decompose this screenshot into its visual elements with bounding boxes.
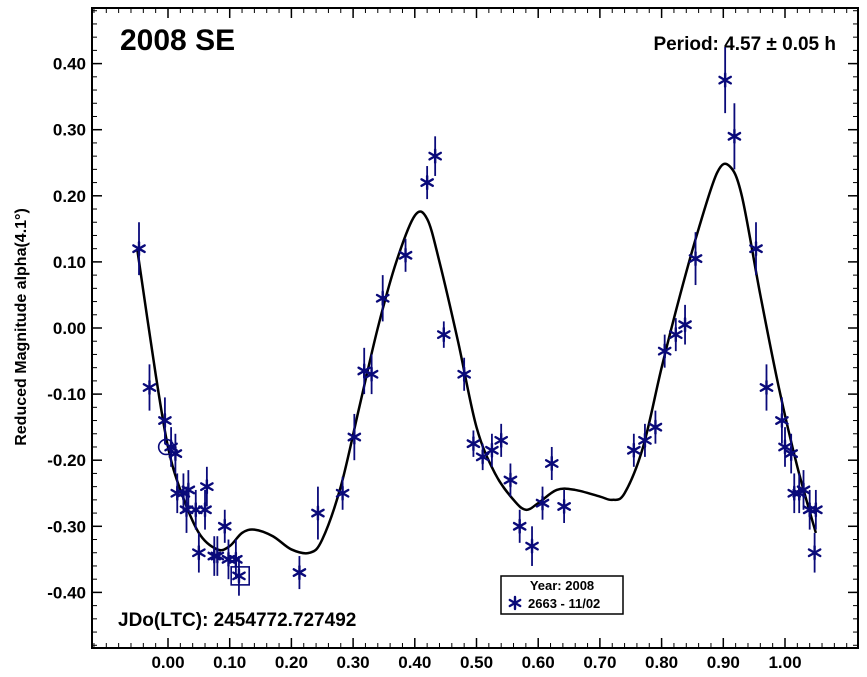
y-tick-label: 0.40 [53, 55, 86, 74]
data-point [808, 502, 823, 518]
period-label: Period: 4.57 ± 0.05 h [653, 34, 836, 55]
x-tick-label: 0.20 [275, 653, 308, 672]
special-markers-layer [157, 438, 250, 586]
data-point [398, 247, 413, 263]
fit-curve-layer [135, 162, 818, 555]
y-tick-label: -0.30 [47, 517, 86, 536]
data-point [292, 564, 307, 581]
data-point [503, 472, 518, 488]
data-point [217, 518, 232, 534]
data-point [428, 148, 443, 164]
y-tick-label: -0.10 [47, 385, 86, 404]
y-tick-label: 0.00 [53, 319, 86, 338]
data-point [158, 412, 172, 429]
data-point [638, 432, 652, 449]
y-tick-label: -0.20 [47, 451, 86, 470]
legend-box [500, 575, 624, 615]
data-point [759, 379, 774, 396]
legend-title: Year: 2008 [530, 578, 594, 593]
data-point [191, 545, 206, 561]
x-tick-label: 0.40 [398, 653, 431, 672]
data-points-layer [132, 47, 823, 596]
data-point [544, 455, 559, 472]
data-point [132, 240, 146, 257]
data-point [364, 366, 379, 382]
data-point [210, 548, 225, 564]
data-point [657, 343, 672, 359]
legend-asterisk [508, 595, 522, 611]
data-point [688, 250, 703, 267]
x-tick-label: 0.80 [645, 653, 678, 672]
data-point [784, 445, 799, 462]
legend-entry-label: 2663 - 11/02 [528, 596, 600, 611]
data-point [198, 502, 212, 518]
x-tick-label: 0.10 [213, 653, 246, 672]
data-point [749, 240, 763, 257]
y-tick-label: 0.30 [53, 121, 86, 140]
x-tick-label: 0.00 [151, 653, 184, 672]
data-point [475, 449, 490, 465]
data-point [775, 412, 789, 429]
data-point [494, 432, 509, 449]
data-point [796, 482, 811, 498]
data-point [668, 326, 683, 343]
data-point [678, 316, 692, 333]
x-tick-label: 0.60 [522, 653, 555, 672]
data-point [200, 478, 214, 495]
y-axis-label: Reduced Magnitude alpha(4.1°) [13, 208, 30, 446]
data-point [535, 495, 550, 511]
legend-marker-asterisk-icon [508, 595, 522, 611]
x-tick-label: 0.30 [337, 653, 370, 672]
data-point [485, 442, 499, 458]
y-tick-labels: -0.40 -0.30 -0.20 -0.10 0.00 0.10 0.20 0.30 0.40 [47, 55, 86, 603]
data-point [457, 366, 472, 382]
x-tick-labels: 0.00 0.10 0.20 0.30 0.40 0.50 0.60 0.70 0.80 0.90… [151, 653, 801, 672]
data-point [648, 419, 663, 435]
data-point [181, 482, 196, 498]
plot-frame [91, 7, 859, 649]
y-tick-label: 0.20 [53, 187, 86, 206]
reference-circle-marker [157, 438, 175, 456]
x-tick-label: 0.90 [707, 653, 740, 672]
data-point [142, 379, 157, 396]
data-point [375, 290, 390, 306]
data-point [512, 518, 527, 534]
x-tick-label: 0.50 [460, 653, 493, 672]
reference-square-marker [230, 566, 250, 586]
data-point [557, 498, 571, 515]
legend: Year: 2008 2663 - 11/02 [500, 575, 624, 615]
data-point [311, 505, 325, 521]
x-tick-label: 0.70 [583, 653, 616, 672]
data-point [807, 545, 822, 561]
data-point [232, 568, 246, 584]
jdo-label: JDo(LTC): 2454772.727492 [118, 610, 356, 631]
data-point [335, 485, 350, 501]
chart-title: 2008 SE [120, 24, 235, 57]
data-point [347, 429, 362, 445]
x-tick-label: 1.00 [768, 653, 801, 672]
data-point [420, 174, 434, 191]
data-point [727, 128, 742, 145]
data-point [436, 326, 451, 343]
data-point [718, 72, 733, 88]
data-point [626, 442, 641, 458]
y-tick-label: 0.10 [53, 253, 86, 272]
y-tick-label: -0.40 [47, 583, 86, 602]
data-point [466, 435, 481, 452]
data-point [525, 538, 539, 554]
fit-curve [135, 162, 818, 555]
